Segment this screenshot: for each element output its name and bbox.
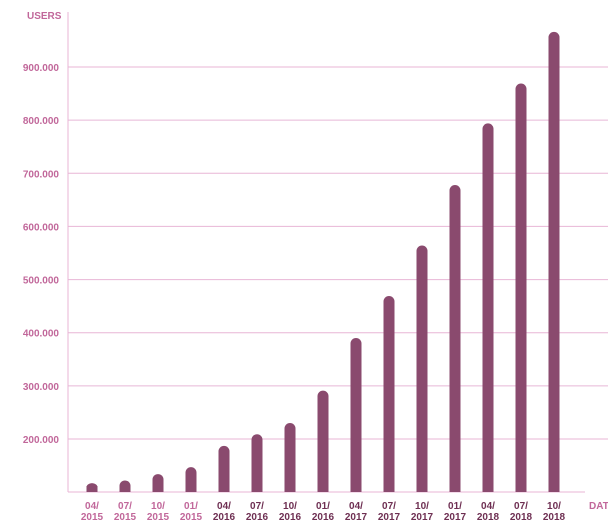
x-tick-label-month: 10/ bbox=[415, 501, 429, 512]
bars bbox=[86, 31, 560, 493]
x-tick-label-month: 07/ bbox=[250, 501, 264, 512]
bar-base bbox=[152, 486, 164, 492]
x-tick-label-month: 01/ bbox=[184, 501, 198, 512]
y-tick-label: 500.000 bbox=[23, 276, 60, 287]
x-tick-label-year: 2017 bbox=[411, 512, 434, 522]
y-tick-label: 200.000 bbox=[23, 435, 60, 446]
bar-base bbox=[350, 486, 362, 492]
bar-base bbox=[482, 486, 494, 492]
x-tick-label-year: 2018 bbox=[477, 512, 500, 522]
x-tick-label-year: 2018 bbox=[510, 512, 533, 522]
x-tick-label-year: 2016 bbox=[312, 512, 335, 522]
grid-lines bbox=[68, 66, 608, 440]
y-axis-label: USERS bbox=[27, 11, 62, 22]
bar-base bbox=[218, 486, 230, 492]
x-axis-label: DAT bbox=[589, 501, 608, 512]
x-tick-label-year: 2018 bbox=[543, 512, 566, 522]
x-axis: DAT 04/201507/201510/201501/201504/20160… bbox=[68, 491, 608, 522]
x-tick-label-month: 01/ bbox=[448, 501, 462, 512]
y-tick-label: 900.000 bbox=[23, 63, 60, 74]
bar-base bbox=[185, 486, 197, 492]
y-tick-label: 300.000 bbox=[23, 382, 60, 393]
x-tick-label-year: 2015 bbox=[114, 512, 137, 522]
y-tick-label: 700.000 bbox=[23, 169, 60, 180]
bar bbox=[218, 445, 230, 492]
bar bbox=[515, 83, 527, 492]
bar bbox=[284, 423, 296, 492]
y-tick-label: 400.000 bbox=[23, 329, 60, 340]
x-tick-label-month: 10/ bbox=[547, 501, 561, 512]
bar-base bbox=[284, 486, 296, 492]
bar bbox=[548, 31, 560, 492]
x-tick-label-year: 2017 bbox=[444, 512, 467, 522]
bar-base bbox=[86, 486, 98, 492]
x-tick-label-year: 2017 bbox=[345, 512, 368, 522]
bar-base bbox=[515, 486, 527, 492]
x-tick-label-year: 2015 bbox=[81, 512, 104, 522]
x-tick-label-month: 04/ bbox=[217, 501, 231, 512]
x-tick-label-month: 07/ bbox=[514, 501, 528, 512]
bar-base bbox=[416, 486, 428, 492]
x-tick-label-month: 10/ bbox=[151, 501, 165, 512]
bar-base bbox=[251, 486, 263, 492]
bar-base bbox=[383, 486, 395, 492]
y-tick-label: 600.000 bbox=[23, 222, 60, 233]
bar-base bbox=[119, 486, 131, 492]
bar bbox=[317, 390, 329, 492]
x-tick-label-year: 2016 bbox=[246, 512, 269, 522]
bar bbox=[383, 296, 395, 492]
x-tick-label-month: 01/ bbox=[316, 501, 330, 512]
bar bbox=[416, 245, 428, 492]
bar bbox=[449, 184, 461, 492]
x-tick-label-year: 2015 bbox=[180, 512, 203, 522]
bar bbox=[185, 467, 197, 492]
x-tick-label-year: 2016 bbox=[279, 512, 302, 522]
x-tick-label-month: 07/ bbox=[118, 501, 132, 512]
x-tick-label-year: 2015 bbox=[147, 512, 170, 522]
y-tick-label: 800.000 bbox=[23, 116, 60, 127]
x-tick-label-month: 10/ bbox=[283, 501, 297, 512]
bar-base bbox=[449, 486, 461, 492]
x-tick-label-month: 04/ bbox=[481, 501, 495, 512]
bar bbox=[251, 434, 263, 492]
x-tick-label-month: 04/ bbox=[349, 501, 363, 512]
bar bbox=[350, 338, 362, 492]
x-tick-label-year: 2017 bbox=[378, 512, 401, 522]
bar-base bbox=[548, 486, 560, 492]
x-tick-label-month: 07/ bbox=[382, 501, 396, 512]
bar bbox=[482, 123, 494, 493]
y-axis: USERS 200.000 300.000 400.000 500.000 600.00… bbox=[23, 11, 69, 492]
x-tick-label-month: 04/ bbox=[85, 501, 99, 512]
x-tick-label-year: 2016 bbox=[213, 512, 236, 522]
bar-base bbox=[317, 486, 329, 492]
